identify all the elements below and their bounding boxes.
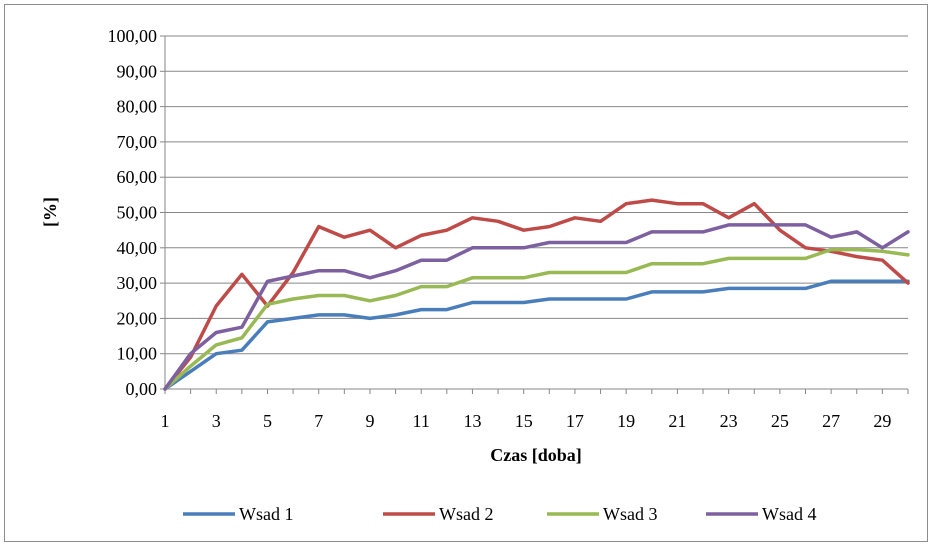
x-axis-title: Czas [doba]	[490, 445, 582, 465]
x-tick-label: 19	[617, 411, 635, 431]
x-tick-label: 9	[365, 411, 374, 431]
legend-label: Wsad 2	[439, 504, 493, 524]
y-tick-label: 100,00	[108, 26, 158, 46]
y-tick-label: 80,00	[117, 97, 158, 117]
gridlines	[165, 35, 908, 355]
y-tick-label: 10,00	[117, 344, 158, 364]
x-tick-label: 5	[263, 411, 272, 431]
legend: Wsad 1 Wsad 2 Wsad 3 Wsad 4	[183, 504, 816, 524]
x-tick-label: 23	[720, 411, 738, 431]
x-tick-label: 1	[161, 411, 170, 431]
series-line-wsad-3	[163, 247, 910, 391]
series-line-wsad-1	[163, 279, 910, 391]
y-tick-label: 90,00	[117, 61, 158, 81]
tick-labels: 0,00 10,00 20,00 30,00 40,00 50,00 60,00 70,00 8…	[108, 26, 892, 431]
x-tick-label: 7	[314, 411, 323, 431]
x-tick-label: 17	[566, 411, 584, 431]
series-line-wsad-2	[163, 198, 910, 391]
y-tick-label: 0,00	[126, 379, 158, 399]
x-tick-label: 27	[822, 411, 840, 431]
axes	[160, 35, 909, 394]
series-line-wsad-4	[163, 223, 910, 391]
x-tick-label: 15	[515, 411, 533, 431]
x-tick-label: 11	[413, 411, 430, 431]
x-tick-label: 29	[873, 411, 891, 431]
x-tick-label: 3	[212, 411, 221, 431]
y-tick-label: 50,00	[117, 203, 158, 223]
series-lines	[163, 198, 910, 391]
x-tick-label: 21	[668, 411, 686, 431]
y-tick-label: 60,00	[117, 167, 158, 187]
y-axis-title: [%]	[40, 197, 60, 227]
legend-label: Wsad 4	[762, 504, 816, 524]
y-tick-label: 40,00	[117, 238, 158, 258]
legend-label: Wsad 1	[239, 504, 293, 524]
y-tick-label: 70,00	[117, 132, 158, 152]
y-tick-label: 20,00	[117, 308, 158, 328]
y-tick-label: 30,00	[117, 273, 158, 293]
x-tick-label: 13	[463, 411, 481, 431]
legend-label: Wsad 3	[603, 504, 657, 524]
chart-frame	[4, 4, 928, 542]
x-tick-label: 25	[771, 411, 789, 431]
